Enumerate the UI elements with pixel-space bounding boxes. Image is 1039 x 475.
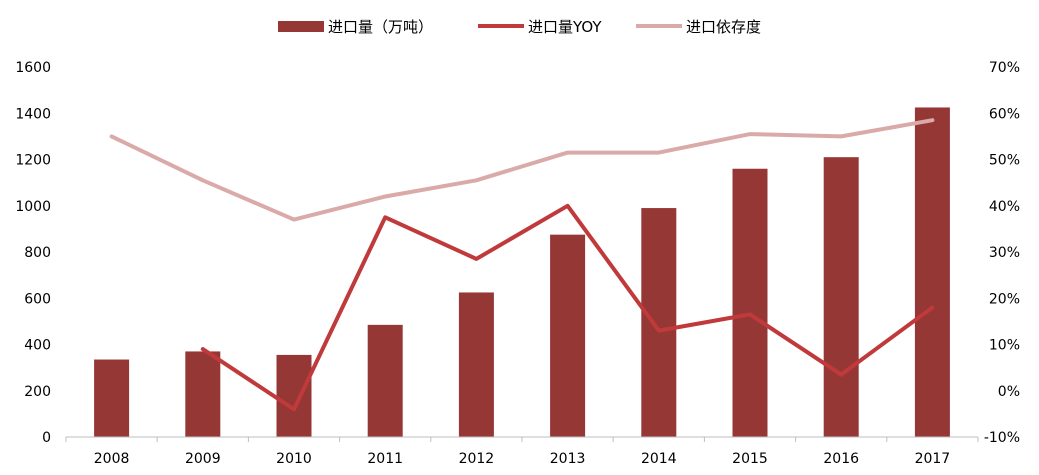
x-axis-tick-label: 2012 <box>459 451 495 467</box>
legend-item-dependency: 进口依存度 <box>636 12 761 40</box>
x-axis-tick-label: 2008 <box>94 451 130 467</box>
chart-legend: 进口量（万吨） 进口量YOY 进口依存度 <box>0 12 1039 40</box>
bar <box>367 324 403 437</box>
legend-label-yoy: 进口量YOY <box>528 17 602 36</box>
legend-swatch-dependency <box>636 24 682 28</box>
legend-item-yoy: 进口量YOY <box>478 12 602 40</box>
bar <box>914 107 950 437</box>
bar <box>94 359 130 437</box>
bar <box>732 168 768 437</box>
x-axis-tick-label: 2014 <box>641 451 677 467</box>
legend-label-import-volume: 进口量（万吨） <box>328 17 434 36</box>
bar <box>276 354 312 437</box>
right-axis-tick-label: 30% <box>989 245 1020 261</box>
bar <box>458 292 494 437</box>
left-axis-tick-label: 0 <box>42 430 51 446</box>
bar-series <box>94 107 950 437</box>
left-axis-tick-label: 1200 <box>15 153 51 169</box>
line-series <box>109 118 935 412</box>
legend-label-dependency: 进口依存度 <box>686 17 762 36</box>
left-axis-tick-label: 400 <box>24 338 51 354</box>
legend-item-import-volume: 进口量（万吨） <box>278 12 433 40</box>
legend-swatch-bar <box>278 20 324 32</box>
right-axis-tick-label: -10% <box>984 430 1020 446</box>
right-axis-tick-label: 70% <box>989 60 1020 76</box>
bar <box>550 234 586 437</box>
right-axis-tick-label: 10% <box>989 338 1020 354</box>
right-axis-ticks: -10% 0% 10% 20% 30% 40% 50% 60% 70% <box>984 60 1020 446</box>
left-axis-ticks: 0 200 400 600 800 1000 1200 1400 1600 <box>15 60 51 446</box>
x-axis-tick-label: 2011 <box>367 451 403 467</box>
left-axis-tick-label: 200 <box>24 384 51 400</box>
bar <box>823 157 859 437</box>
left-axis-tick-label: 800 <box>24 245 51 261</box>
left-axis-tick-label: 1400 <box>15 106 51 122</box>
yoy-line <box>200 203 935 412</box>
x-axis-tick-label: 2009 <box>185 451 221 467</box>
x-axis-ticks: 2008 2009 2010 2011 2012 2013 2014 2015 2016 2017 <box>65 437 979 467</box>
dependency-line <box>109 118 935 222</box>
left-axis-tick-label: 1600 <box>15 60 51 76</box>
x-axis-tick-label: 2013 <box>550 451 586 467</box>
left-axis-tick-label: 600 <box>24 291 51 307</box>
right-axis-tick-label: 40% <box>989 199 1020 215</box>
right-axis-tick-label: 50% <box>989 153 1020 169</box>
x-axis-tick-label: 2017 <box>915 451 951 467</box>
left-axis-tick-label: 1000 <box>15 199 51 215</box>
right-axis-tick-label: 0% <box>998 384 1020 400</box>
bar <box>185 351 221 437</box>
x-axis-tick-label: 2016 <box>823 451 859 467</box>
right-axis-tick-label: 60% <box>989 106 1020 122</box>
x-axis-tick-label: 2015 <box>732 451 768 467</box>
right-axis-tick-label: 20% <box>989 291 1020 307</box>
bar <box>641 208 677 437</box>
x-axis-tick-label: 2010 <box>276 451 312 467</box>
legend-swatch-yoy <box>478 24 524 28</box>
